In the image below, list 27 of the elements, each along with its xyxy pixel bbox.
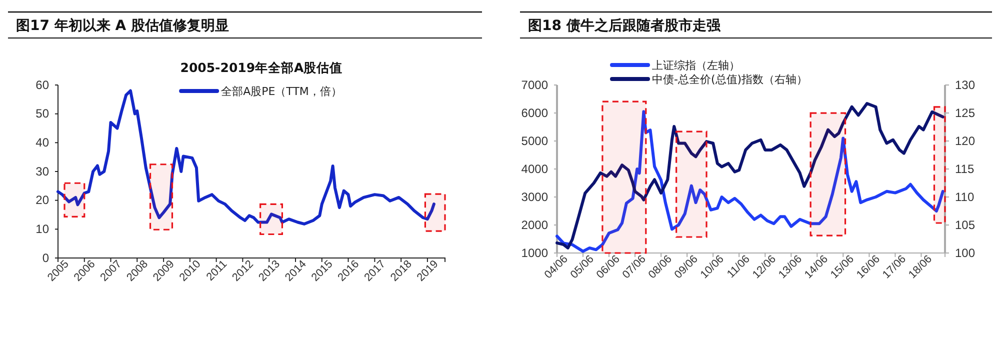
- chart-subtitle: 2005-2019年全部A股估值: [180, 60, 343, 75]
- y-tick-label: 6000: [521, 106, 548, 120]
- y2-tick-label: 130: [955, 78, 976, 92]
- y-tick-label: 30: [36, 164, 50, 178]
- y-tick-label: 40: [36, 136, 50, 150]
- legend-label: 全部A股PE（TTM，倍）: [221, 85, 342, 98]
- y2-tick-label: 120: [955, 134, 976, 148]
- legend-label: 上证综指（左轴）: [652, 59, 740, 72]
- chart-title: 图18 债牛之后跟随者股市走强: [528, 17, 722, 34]
- y-tick-label: 20: [36, 193, 50, 208]
- y2-tick-label: 125: [955, 106, 976, 120]
- y-tick-label: 60: [36, 78, 50, 92]
- y-tick-label: 1000: [521, 246, 548, 260]
- y2-tick-label: 115: [955, 162, 974, 176]
- y-tick-label: 4000: [521, 162, 548, 176]
- y-tick-label: 2000: [521, 218, 548, 232]
- y-tick-label: 7000: [521, 78, 548, 92]
- y-tick-label: 5000: [521, 134, 548, 148]
- y-tick-label: 3000: [521, 190, 548, 204]
- y2-tick-label: 100: [955, 246, 976, 260]
- y-tick-label: 50: [36, 106, 50, 121]
- y2-tick-label: 110: [955, 190, 974, 204]
- y-tick-label: 0: [42, 250, 50, 265]
- legend-label: 中债-总全价(总值)指数（右轴）: [652, 73, 808, 86]
- chart-title: 图17 年初以来 A 股估值修复明显: [16, 17, 229, 34]
- y-tick-label: 10: [36, 222, 50, 236]
- y2-tick-label: 105: [955, 218, 976, 232]
